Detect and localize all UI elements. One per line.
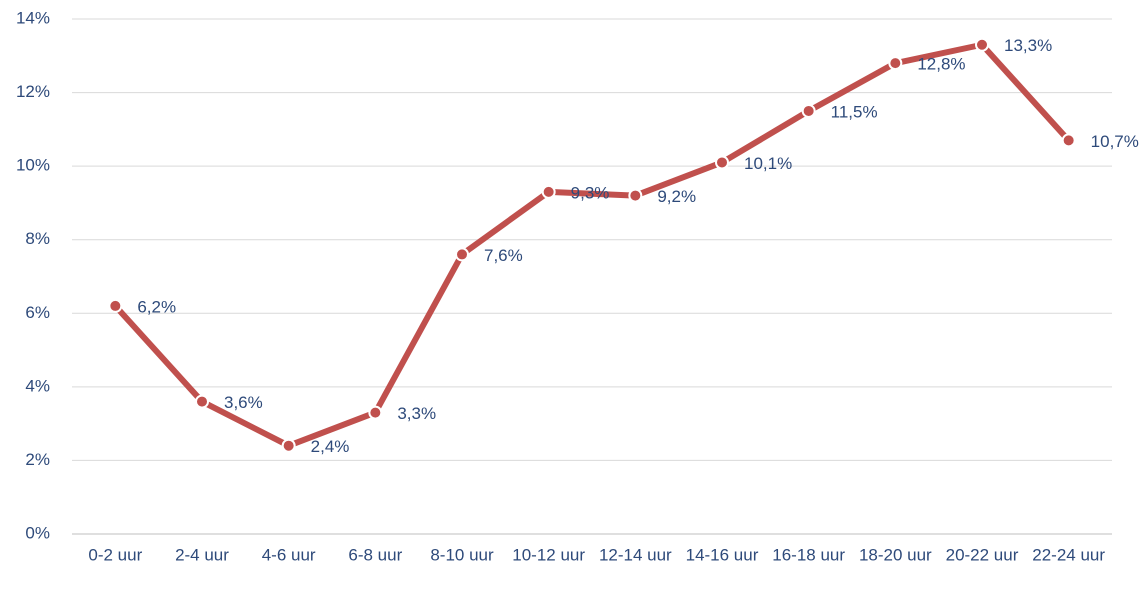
data-label: 10,1%: [744, 154, 792, 173]
data-label: 9,3%: [571, 183, 610, 202]
x-tick-label: 8-10 uur: [430, 545, 494, 564]
data-label: 9,2%: [657, 187, 696, 206]
marker: [195, 394, 209, 409]
marker: [715, 155, 729, 170]
series-line: [113, 41, 1071, 449]
marker: [108, 298, 123, 313]
y-tick-label: 12%: [16, 82, 50, 101]
data-label: 10,7%: [1091, 132, 1139, 151]
x-tick-label: 6-8 uur: [348, 545, 402, 564]
marker: [888, 56, 903, 71]
marker: [455, 247, 469, 262]
data-label: 2,4%: [311, 437, 350, 456]
x-tick-label: 2-4 uur: [175, 545, 229, 564]
marker: [1061, 133, 1076, 148]
x-tick-label: 18-20 uur: [859, 545, 932, 564]
y-tick-label: 14%: [16, 8, 50, 27]
x-tick-label: 10-12 uur: [512, 545, 585, 564]
y-tick-label: 0%: [25, 523, 50, 542]
marker: [628, 188, 643, 203]
y-tick-label: 6%: [25, 303, 50, 322]
x-tick-label: 14-16 uur: [686, 545, 759, 564]
marker: [541, 184, 556, 199]
data-label: 7,6%: [484, 246, 523, 265]
x-tick-label: 16-18 uur: [772, 545, 845, 564]
marker: [368, 405, 383, 420]
x-tick-label: 0-2 uur: [88, 545, 142, 564]
y-tick-label: 2%: [25, 450, 50, 469]
data-label: 3,3%: [397, 404, 436, 423]
data-label: 11,5%: [831, 102, 878, 121]
data-label: 13,3%: [1004, 36, 1052, 55]
x-tick-label: 12-14 uur: [599, 545, 672, 564]
x-tick-label: 4-6 uur: [262, 545, 316, 564]
marker: [801, 103, 816, 118]
y-tick-label: 8%: [25, 229, 50, 248]
data-label: 12,8%: [917, 55, 965, 74]
marker: [281, 438, 296, 453]
y-tick-label: 10%: [16, 156, 50, 175]
data-label: 3,6%: [224, 393, 263, 412]
marker: [975, 37, 989, 52]
y-tick-label: 4%: [25, 376, 50, 395]
x-tick-label: 20-22 uur: [946, 545, 1019, 564]
x-tick-label: 22-24 uur: [1032, 545, 1105, 564]
data-label: 6,2%: [137, 297, 176, 316]
